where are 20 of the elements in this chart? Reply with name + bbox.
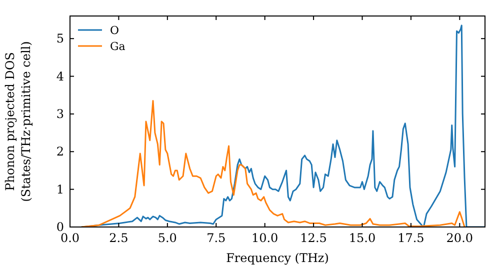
y-tick-label: 3: [56, 106, 64, 121]
x-tick-label: 0.0: [60, 231, 80, 245]
x-tick-label: 15.0: [348, 231, 376, 245]
x-tick-label: 20.0: [446, 231, 474, 245]
legend-label: Ga: [110, 40, 126, 53]
y-tick-label: 5: [56, 32, 64, 46]
y-axis-title: Phonon projected DOS (States/THz·primitive cell): [3, 41, 33, 202]
y-tick-label: 0: [56, 220, 64, 234]
y-tick-label: 1: [56, 182, 64, 196]
x-tick-label: 2.5: [109, 231, 128, 245]
legend-label: O: [110, 24, 120, 37]
y-tick-label: 2: [56, 144, 64, 159]
x-tick-label: 5.0: [158, 231, 177, 245]
line-series: [80, 100, 466, 227]
x-tick-label: 12.5: [300, 231, 327, 245]
x-tick-label: 17.5: [398, 231, 424, 245]
x-tick-label: 7.5: [206, 231, 226, 245]
y-tick-label: 4: [56, 69, 64, 84]
x-tick-label: 10.0: [251, 231, 278, 245]
x-axis-title: Frequency (THz): [226, 251, 329, 265]
